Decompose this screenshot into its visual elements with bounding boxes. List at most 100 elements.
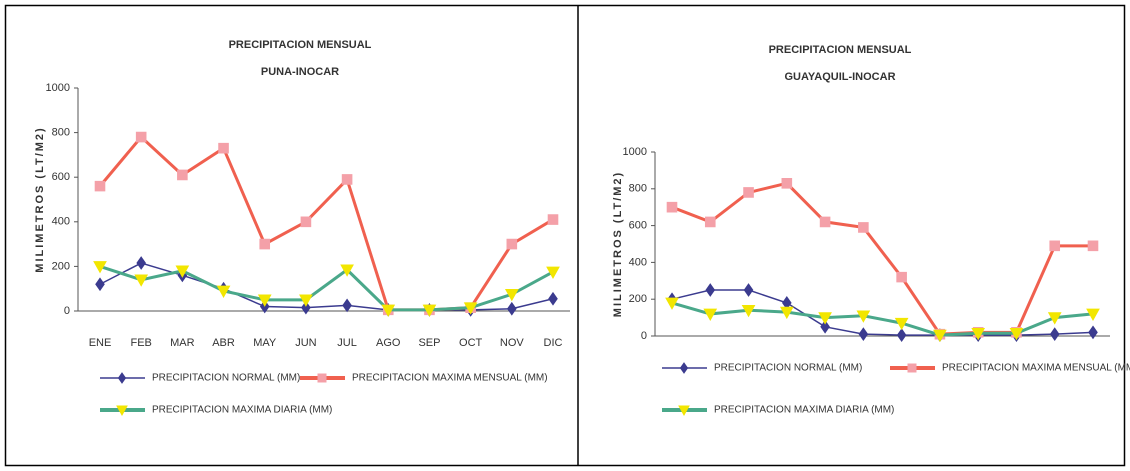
data-point bbox=[94, 180, 106, 192]
y-tick-label: 0 bbox=[64, 305, 70, 317]
data-point bbox=[342, 298, 352, 313]
data-point bbox=[1049, 327, 1060, 342]
data-point bbox=[93, 261, 107, 274]
data-point bbox=[340, 264, 354, 277]
data-point bbox=[1087, 240, 1099, 252]
data-point bbox=[259, 238, 271, 250]
legend-label: PRECIPITACION MAXIMA MENSUAL (MM) bbox=[352, 373, 548, 384]
chart-title: PRECIPITACION MENSUAL bbox=[769, 44, 912, 56]
y-tick-label: 0 bbox=[641, 330, 647, 342]
data-point bbox=[257, 294, 272, 307]
data-point bbox=[781, 177, 793, 189]
series-line bbox=[671, 289, 1094, 336]
x-tick-label: DIC bbox=[544, 337, 563, 349]
y-tick-label: 600 bbox=[52, 171, 70, 183]
data-point bbox=[971, 327, 986, 341]
data-point bbox=[506, 238, 518, 250]
x-tick-label: MAY bbox=[253, 337, 277, 349]
y-tick-label: 1000 bbox=[623, 146, 647, 158]
data-point bbox=[743, 283, 754, 297]
x-tick-label: SEP bbox=[418, 337, 440, 349]
x-tick-label: OCT bbox=[459, 337, 483, 349]
data-point bbox=[666, 201, 678, 213]
data-point bbox=[504, 288, 519, 302]
data-point bbox=[177, 169, 188, 181]
data-point bbox=[818, 312, 832, 325]
x-tick-label: ENE bbox=[89, 337, 112, 349]
x-tick-label: FEB bbox=[130, 337, 151, 349]
data-point bbox=[300, 216, 312, 228]
chart-subtitle: PUNA-INOCAR bbox=[261, 66, 339, 78]
legend-label: PRECIPITACION MAXIMA MENSUAL (MM) bbox=[942, 363, 1130, 374]
data-point bbox=[1049, 240, 1061, 252]
data-point bbox=[548, 291, 558, 306]
data-point bbox=[1047, 312, 1062, 325]
legend-label: PRECIPITACION MAXIMA DIARIA (MM) bbox=[714, 405, 894, 416]
series-line bbox=[98, 134, 554, 312]
y-tick-label: 400 bbox=[629, 256, 647, 268]
series-line bbox=[671, 301, 1094, 337]
legend-marker bbox=[116, 405, 128, 417]
data-point bbox=[894, 317, 909, 331]
y-tick-label: 800 bbox=[52, 127, 70, 139]
x-tick-label: AGO bbox=[376, 337, 401, 349]
data-point bbox=[299, 294, 313, 307]
legend-marker bbox=[907, 363, 917, 373]
data-point bbox=[896, 271, 907, 283]
data-point bbox=[135, 131, 147, 143]
data-point bbox=[705, 283, 716, 297]
legend-label: PRECIPITACION NORMAL (MM) bbox=[714, 363, 862, 374]
data-point bbox=[95, 277, 105, 292]
chart-subtitle: GUAYAQUIL-INOCAR bbox=[784, 71, 895, 83]
frame bbox=[4, 4, 1126, 467]
data-point bbox=[896, 328, 907, 342]
data-point bbox=[136, 256, 146, 270]
data-point bbox=[218, 142, 229, 154]
legend-marker bbox=[317, 373, 327, 383]
y-axis-label: MILIMETROS (LT/M2) bbox=[612, 171, 624, 317]
data-point bbox=[704, 216, 716, 228]
y-tick-label: 400 bbox=[52, 216, 70, 228]
data-point bbox=[546, 266, 560, 280]
x-tick-label: ABR bbox=[212, 337, 235, 349]
data-point bbox=[933, 329, 947, 343]
y-tick-label: 200 bbox=[629, 293, 647, 305]
x-tick-label: MAR bbox=[170, 337, 195, 349]
data-point bbox=[856, 310, 871, 323]
legend-marker bbox=[679, 362, 689, 374]
legend-marker bbox=[678, 405, 690, 417]
data-point bbox=[547, 214, 559, 225]
x-tick-label: JUL bbox=[337, 337, 357, 349]
data-point bbox=[381, 304, 396, 317]
data-point bbox=[819, 216, 831, 228]
chart-title: PRECIPITACION MENSUAL bbox=[229, 39, 372, 51]
data-point bbox=[665, 297, 679, 310]
data-point bbox=[858, 222, 869, 233]
data-point bbox=[175, 265, 190, 278]
y-tick-label: 600 bbox=[629, 220, 647, 232]
x-tick-label: JUN bbox=[295, 337, 316, 349]
data-point bbox=[216, 285, 231, 298]
data-point bbox=[507, 301, 517, 316]
y-tick-label: 800 bbox=[629, 183, 647, 195]
data-point bbox=[463, 302, 478, 315]
legend-label: PRECIPITACION MAXIMA DIARIA (MM) bbox=[152, 405, 332, 416]
x-tick-label: NOV bbox=[500, 337, 525, 349]
data-point bbox=[703, 308, 718, 321]
legend-marker bbox=[117, 372, 127, 384]
data-point bbox=[858, 327, 869, 342]
y-tick-label: 200 bbox=[52, 260, 70, 272]
data-point bbox=[1009, 327, 1024, 341]
data-point bbox=[1088, 325, 1098, 340]
data-point bbox=[820, 319, 830, 334]
data-point bbox=[422, 304, 437, 317]
data-point bbox=[1086, 308, 1100, 321]
data-point bbox=[341, 174, 353, 185]
data-point bbox=[741, 304, 756, 318]
y-axis-label: MILIMETROS (LT/M2) bbox=[34, 126, 46, 272]
data-point bbox=[779, 306, 794, 320]
series-line bbox=[671, 181, 1093, 336]
data-point bbox=[743, 187, 754, 198]
series-line bbox=[99, 264, 554, 312]
